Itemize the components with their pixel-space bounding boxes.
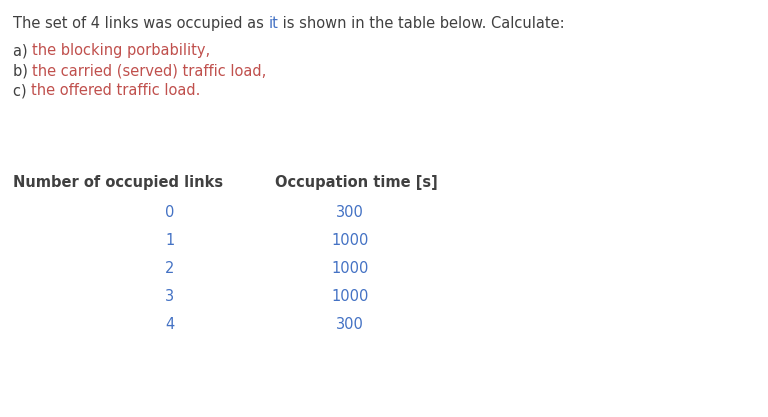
- Text: 1: 1: [165, 233, 174, 248]
- Text: c): c): [13, 83, 31, 98]
- Text: 4: 4: [165, 317, 174, 332]
- Text: 0: 0: [165, 205, 174, 220]
- Text: 2: 2: [165, 261, 174, 276]
- Text: 1000: 1000: [331, 233, 369, 248]
- Text: 1000: 1000: [331, 261, 369, 276]
- Text: it: it: [269, 16, 278, 31]
- Text: is shown in the table below. Calculate:: is shown in the table below. Calculate:: [278, 16, 565, 31]
- Text: 3: 3: [165, 289, 174, 304]
- Text: b): b): [13, 63, 32, 78]
- Text: the carried (served) traffic load,: the carried (served) traffic load,: [32, 63, 266, 78]
- Text: Number of occupied links: Number of occupied links: [13, 175, 223, 190]
- Text: 1000: 1000: [331, 289, 369, 304]
- Text: 300: 300: [336, 317, 364, 332]
- Text: 300: 300: [336, 205, 364, 220]
- Text: the offered traffic load.: the offered traffic load.: [31, 83, 200, 98]
- Text: a): a): [13, 43, 32, 58]
- Text: The set of 4 links was occupied as: The set of 4 links was occupied as: [13, 16, 269, 31]
- Text: Occupation time [s]: Occupation time [s]: [275, 175, 438, 190]
- Text: the blocking porbability,: the blocking porbability,: [32, 43, 210, 58]
